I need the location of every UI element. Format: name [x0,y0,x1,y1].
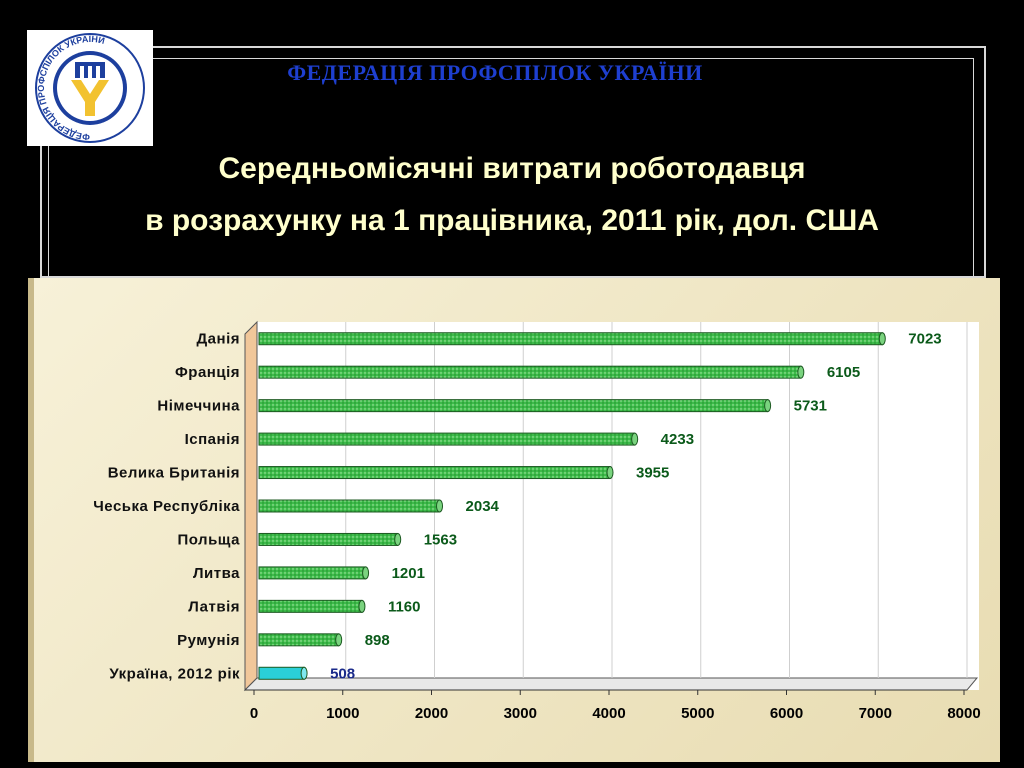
x-tick-label: 6000 [770,705,803,722]
value-label: 7023 [908,331,941,348]
x-tick-label: 5000 [681,705,714,722]
category-label: Велика Британія [108,465,240,482]
bar [258,666,305,680]
bar [258,532,399,546]
category-label: Іспанія [185,431,240,448]
x-tick-label: 3000 [504,705,537,722]
chart-title-line2: в розрахунку на 1 працівника, 2011 рік, … [145,204,879,237]
bar-cap [878,332,886,346]
federation-logo: ФЕДЕРАЦІЯ ПРОФСПІЛОК УКРАЇНИ [27,30,153,146]
bar [258,466,611,480]
x-tick-label: 7000 [859,705,892,722]
bar-cap [335,633,343,647]
value-label: 1160 [388,598,421,615]
value-label: 2034 [466,498,500,515]
category-label: Німеччина [157,398,240,415]
value-label: 508 [330,665,355,682]
bar [258,599,363,613]
bar [258,633,340,647]
category-label: Литва [193,565,240,582]
category-label: Латвія [188,598,240,615]
organization-name: ФЕДЕРАЦІЯ ПРОФСПІЛОК УКРАЇНИ [287,60,703,85]
bar [258,399,769,413]
category-label: Данія [196,331,240,348]
bar-cap [631,432,639,446]
bar [258,499,441,513]
bar [258,566,367,580]
category-label: Польща [177,531,240,548]
bar [258,365,802,379]
x-tick-label: 4000 [592,705,625,722]
chart-title-line1: Середньомісячні витрати роботодавця [218,152,806,185]
category-label: Україна, 2012 рік [109,665,240,682]
bar-cap [300,666,308,680]
x-tick-label: 2000 [415,705,448,722]
value-label: 1201 [392,565,425,582]
value-label: 5731 [794,398,827,415]
x-tick-label: 8000 [947,705,980,722]
value-label: 1563 [424,531,457,548]
x-tick-label: 0 [250,705,258,722]
category-label: Франція [175,364,240,381]
bar [258,332,883,346]
bar-cap [797,365,805,379]
header-frame-inner [48,58,974,278]
bar-cap [764,399,772,413]
bar-cap [606,466,614,480]
bar [258,432,636,446]
bar-cap [436,499,444,513]
category-label: Чеська Республіка [93,498,240,515]
plot-side-wall [244,320,258,692]
bar-cap [394,532,402,546]
bar-cap [362,566,370,580]
value-label: 6105 [827,364,860,381]
bar-cap [358,599,366,613]
x-tick-label: 1000 [326,705,359,722]
value-label: 3955 [636,465,669,482]
value-label: 898 [365,632,390,649]
category-label: Румунія [177,632,240,649]
value-label: 4233 [661,431,694,448]
